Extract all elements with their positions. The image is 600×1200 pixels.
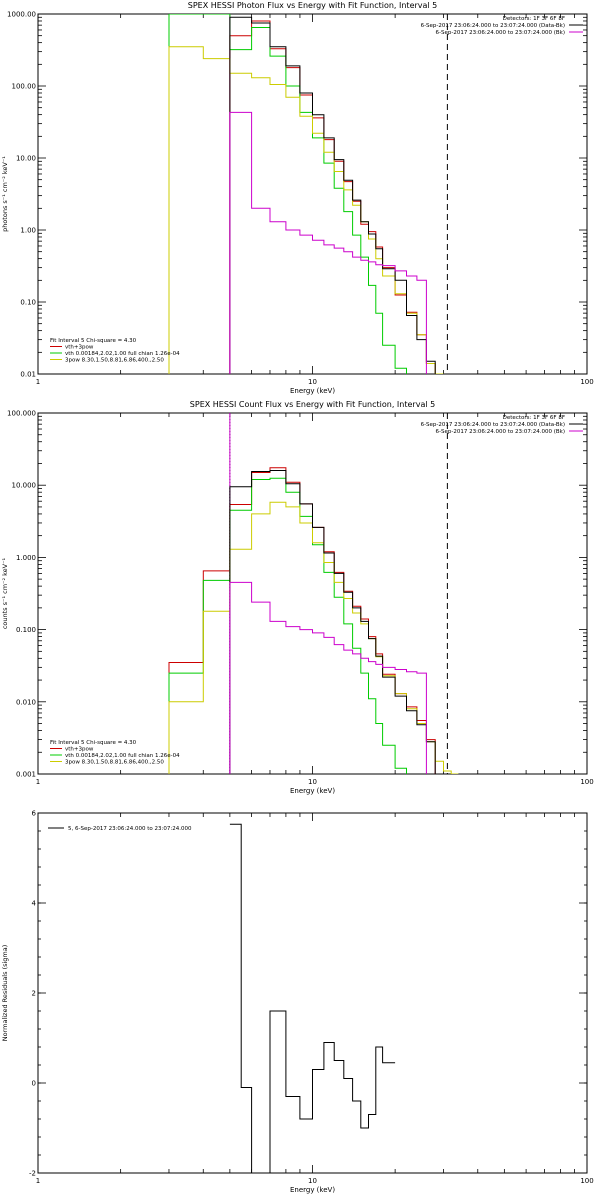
series-line-4 [229,581,427,774]
x-tick-label: 100 [580,778,593,786]
y-tick-label: 0.010 [16,698,36,706]
plot-frame [37,13,588,375]
series-line-4 [229,111,427,374]
series-line-2 [168,46,444,374]
x-tick-label: 10 [308,1177,317,1185]
y-tick-label: 1000.00 [7,11,36,19]
legend-label: 5, 6-Sep-2017 23:06:24.000 to 23:07:24.0… [68,826,192,832]
y-tick-label: 0.01 [20,371,36,379]
legend-label: 3pow 8.30,1.50,8.81,6.86,400.,2.50 [65,760,164,766]
y-tick-label: 0 [32,1080,36,1088]
series-line-1 [168,477,407,774]
legend-label: vth 0.00184,2.02,1.00 full chian 1.26e-0… [65,351,180,357]
series-line-0 [168,467,436,774]
x-tick-label: 100 [580,378,593,386]
y-tick-label: -2 [29,1170,36,1178]
plot-frame [37,412,588,775]
y-tick-label: 100.000 [7,410,36,418]
x-tick-label: 1 [36,778,40,786]
legend-label: 3pow 8.30,1.50,8.81,6.86,400.,2.50 [65,358,164,364]
y-tick-label: 4 [32,900,37,908]
chart-title: SPEX HESSI Photon Flux vs Energy with Fi… [188,1,438,10]
y-tick-label: 10.000 [12,482,37,490]
y-axis-label: photons s⁻¹ cm⁻² keV⁻¹ [1,156,9,232]
y-tick-label: 1.000 [16,554,36,562]
x-axis-label: Energy (keV) [290,1186,335,1194]
y-axis-label: Normalized Residuals (sigma) [1,945,9,1042]
plot-area [168,14,448,374]
legend-label: vth 0.00184,2.02,1.00 full chian 1.26e-0… [65,753,180,759]
info-line: Detectors: 1F 3F 6F 8F [503,16,565,22]
series-line-0 [229,823,396,1173]
info-line: Detectors: 1F 3F 6F 8F [503,415,565,421]
legend-header: Fit Interval 5 Chi-square = 4.30 [50,338,137,344]
y-tick-label: 10.00 [16,155,36,163]
info-line: 6-Sep-2017 23:06:24.000 to 23:07:24.000 … [421,23,565,29]
y-tick-label: 0.100 [16,626,36,634]
series-line-0 [229,20,436,374]
series-line-3 [229,16,436,374]
legend-header: Fit Interval 5 Chi-square = 4.30 [50,740,137,746]
x-tick-label: 100 [580,1177,593,1185]
series-line-2 [168,501,459,774]
y-tick-label: 2 [32,990,36,998]
y-tick-label: 100.00 [12,83,37,91]
y-tick-label: 0.10 [20,299,36,307]
x-axis-label: Energy (keV) [290,387,335,395]
legend-label: vth+3pow [65,747,94,753]
y-tick-label: 6 [32,810,37,818]
info-line: 6-Sep-2017 23:06:24.000 to 23:07:24.000 … [436,30,566,36]
legend-label: vth+3pow [65,345,94,351]
chart-title: SPEX HESSI Count Flux vs Energy with Fit… [190,400,435,409]
series-line-3 [229,470,436,774]
x-tick-label: 1 [36,1177,40,1185]
info-line: 6-Sep-2017 23:06:24.000 to 23:07:24.000 … [421,422,565,428]
y-axis-label: counts s⁻¹ cm⁻² keV⁻¹ [1,557,9,629]
plot-area [168,413,459,774]
x-tick-label: 1 [36,378,40,386]
x-tick-label: 10 [308,378,317,386]
x-axis-label: Energy (keV) [290,787,335,795]
y-tick-label: 1.00 [20,227,36,235]
y-tick-label: 0.001 [16,771,36,779]
plot-area [229,823,396,1173]
info-line: 6-Sep-2017 23:06:24.000 to 23:07:24.000 … [436,429,566,435]
x-tick-label: 10 [308,778,317,786]
